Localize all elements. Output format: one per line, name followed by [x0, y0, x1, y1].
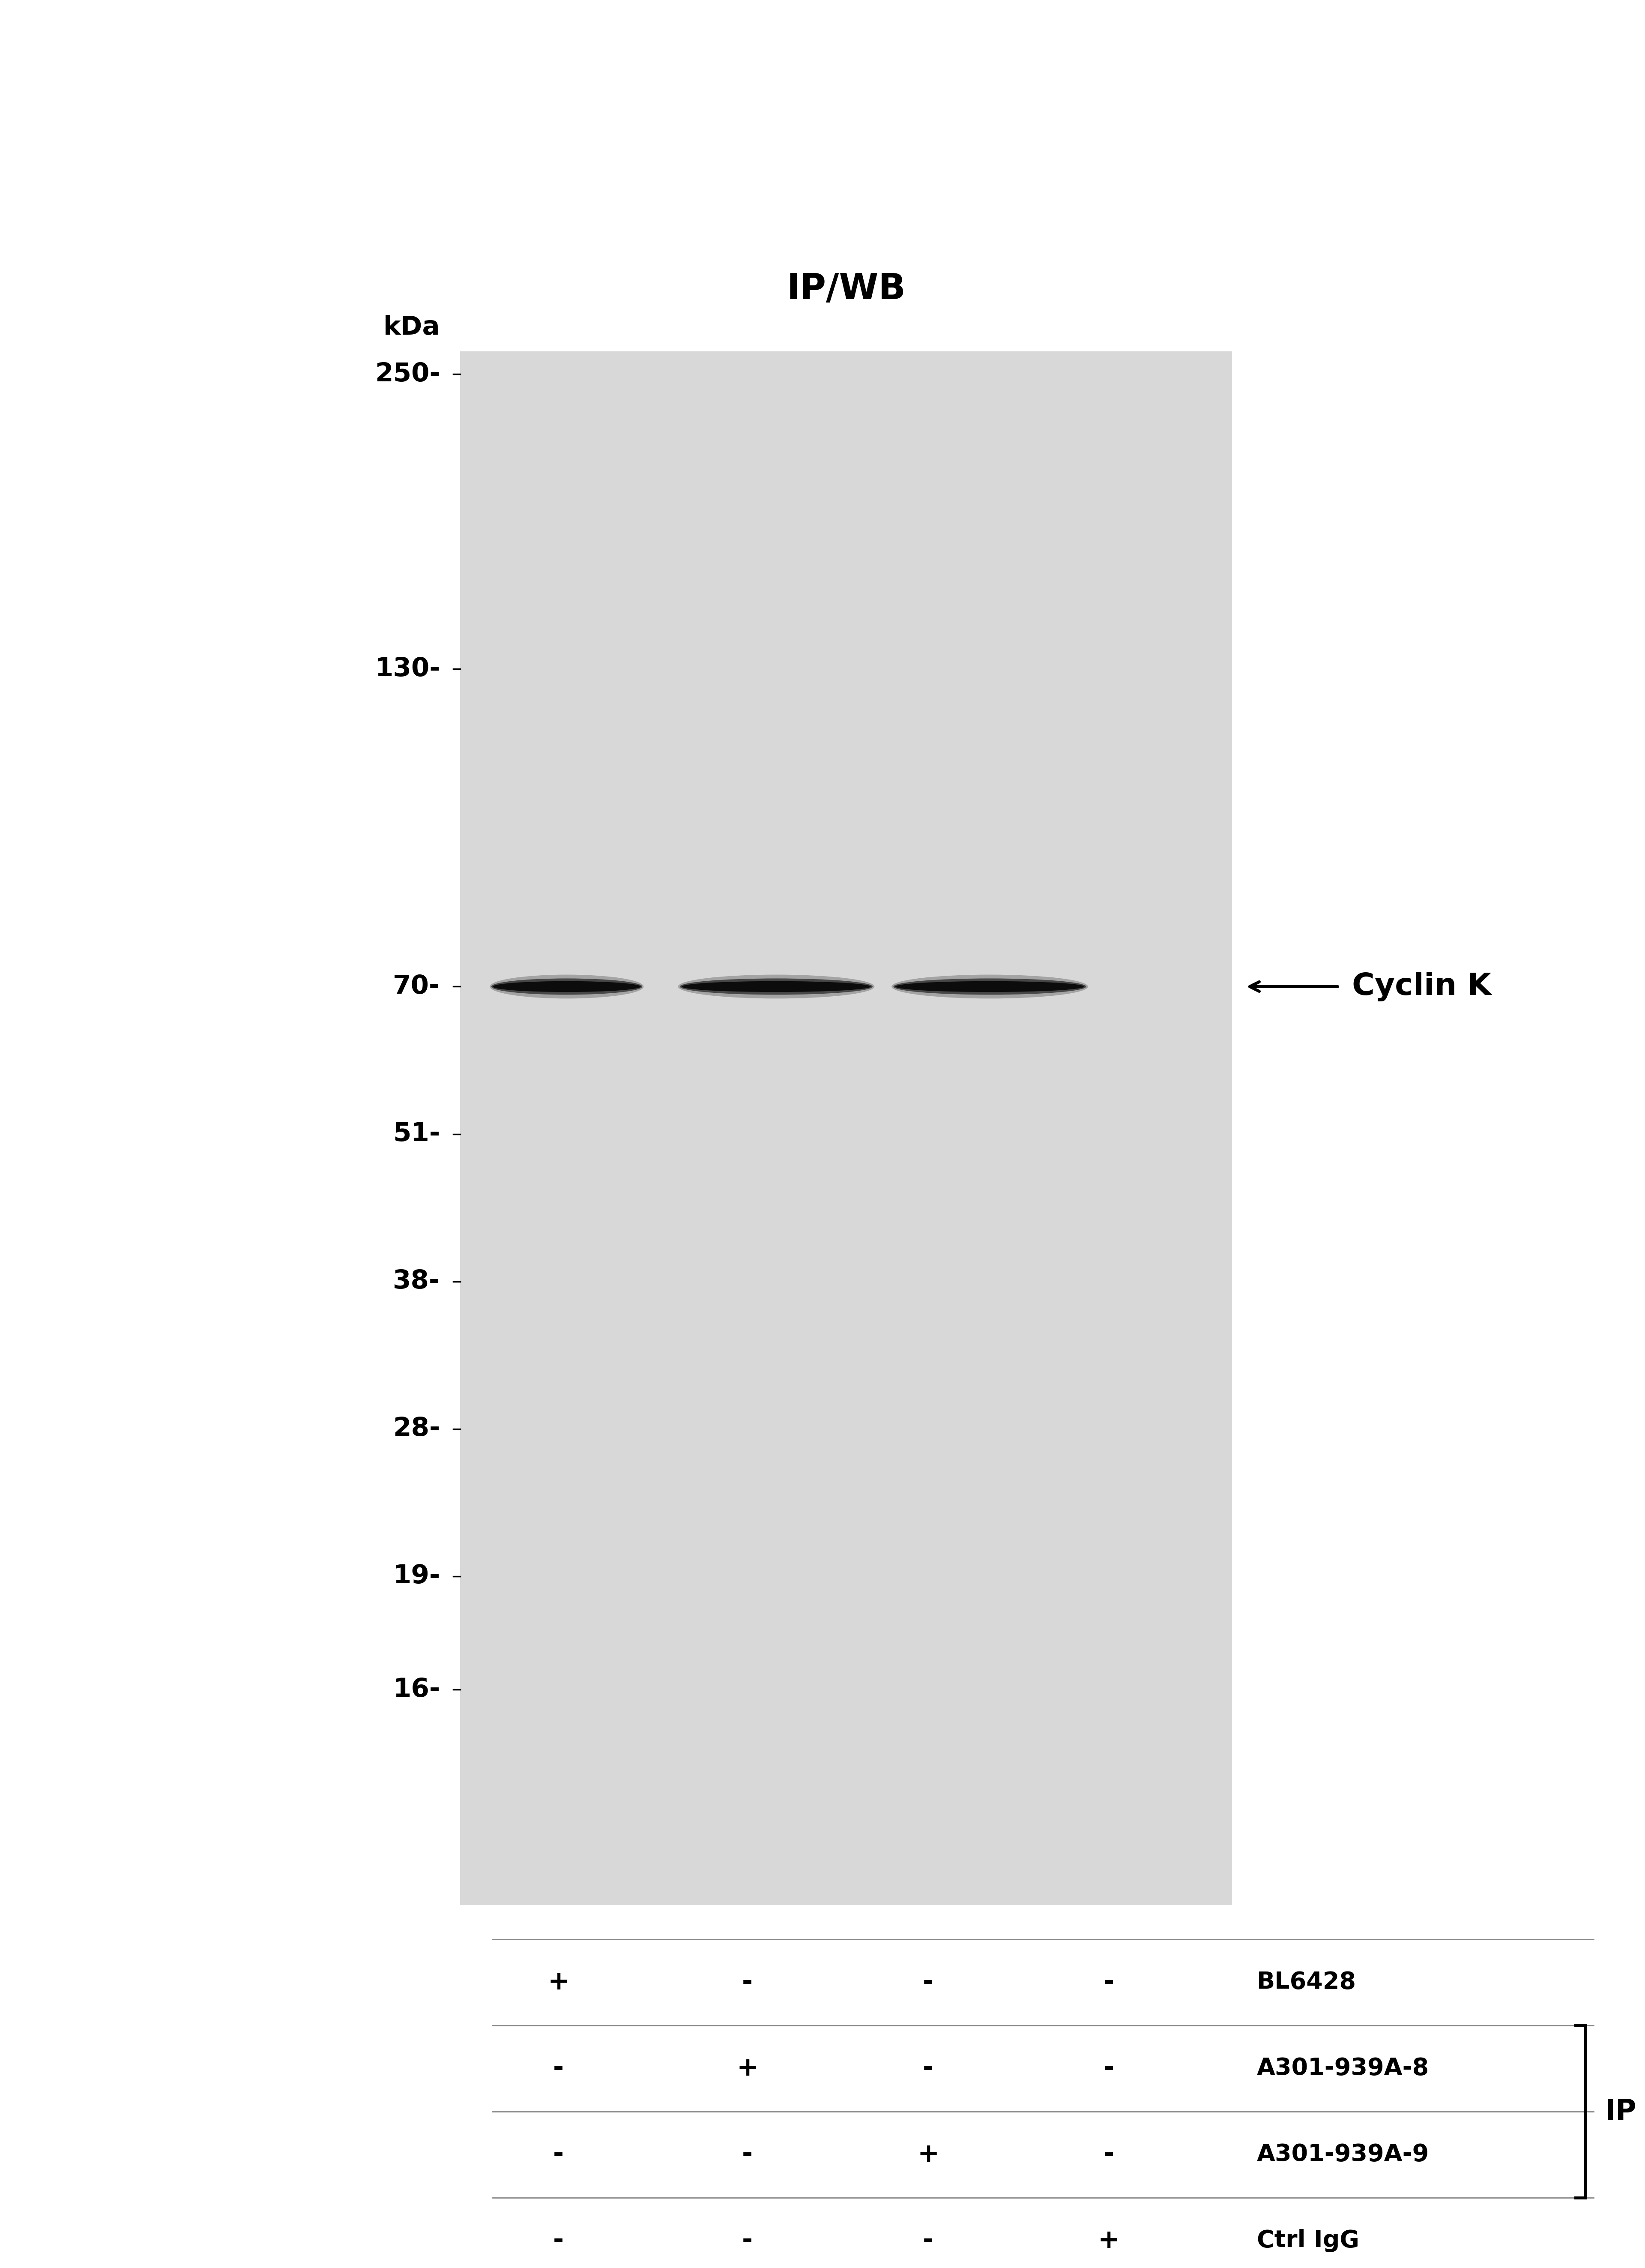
Ellipse shape: [492, 978, 642, 996]
Text: -: -: [553, 2227, 564, 2254]
Text: kDa: kDa: [383, 315, 441, 340]
Ellipse shape: [892, 975, 1087, 998]
Ellipse shape: [494, 982, 640, 991]
Text: -: -: [553, 2141, 564, 2168]
Ellipse shape: [490, 975, 643, 998]
Text: -: -: [742, 2227, 753, 2254]
Text: A301-939A-9: A301-939A-9: [1257, 2143, 1430, 2166]
Text: +: +: [1097, 2227, 1120, 2254]
Text: -: -: [1104, 2141, 1114, 2168]
Text: -: -: [923, 2227, 934, 2254]
Text: -: -: [1104, 1969, 1114, 1996]
Text: 38-: 38-: [393, 1268, 441, 1295]
Ellipse shape: [895, 982, 1084, 991]
Text: -: -: [923, 1969, 934, 1996]
Text: 28-: 28-: [393, 1415, 441, 1442]
Text: BL6428: BL6428: [1257, 1971, 1355, 1994]
Text: IP: IP: [1606, 2098, 1637, 2125]
Text: -: -: [923, 2055, 934, 2082]
Text: -: -: [1104, 2055, 1114, 2082]
Bar: [461, 352, 1232, 1905]
Ellipse shape: [678, 975, 875, 998]
Text: 19-: 19-: [393, 1563, 441, 1590]
Text: +: +: [918, 2141, 939, 2168]
Text: 250-: 250-: [375, 361, 441, 388]
Text: IP/WB: IP/WB: [786, 272, 906, 306]
Text: 130-: 130-: [375, 655, 441, 683]
Ellipse shape: [681, 982, 870, 991]
Text: -: -: [553, 2055, 564, 2082]
Ellipse shape: [893, 978, 1086, 996]
Text: -: -: [742, 2141, 753, 2168]
Text: A301-939A-8: A301-939A-8: [1257, 2057, 1430, 2080]
Ellipse shape: [679, 978, 872, 996]
Text: -: -: [742, 1969, 753, 1996]
Text: Ctrl IgG: Ctrl IgG: [1257, 2229, 1359, 2252]
Text: 70-: 70-: [393, 973, 441, 1000]
Text: 51-: 51-: [393, 1120, 441, 1148]
Text: 16-: 16-: [393, 1676, 441, 1703]
Text: +: +: [548, 1969, 569, 1996]
Text: Cyclin K: Cyclin K: [1352, 971, 1492, 1002]
Text: +: +: [737, 2055, 758, 2082]
